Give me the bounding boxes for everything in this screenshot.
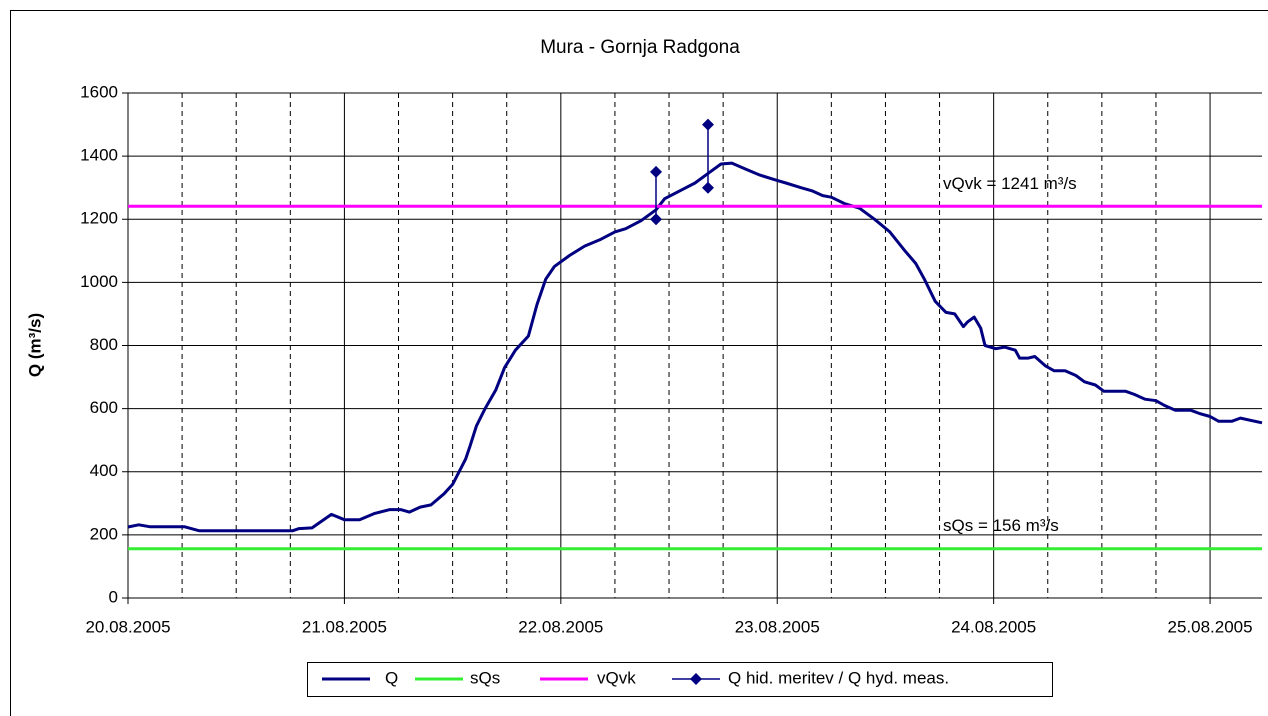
- y-tick-label: 800: [90, 335, 118, 354]
- series-line: [655, 124, 709, 220]
- x-tick-label: 22.08.2005: [518, 617, 603, 636]
- y-tick-label: 400: [90, 461, 118, 480]
- x-tick-label: 24.08.2005: [951, 617, 1036, 636]
- x-tick-label: 23.08.2005: [735, 617, 820, 636]
- chart-title: Mura - Gornja Radgona: [540, 37, 740, 58]
- legend-marker: [690, 673, 702, 685]
- x-tick-label: 25.08.2005: [1168, 617, 1253, 636]
- series-line: [127, 161, 1263, 533]
- legend-label: Q: [385, 668, 398, 687]
- y-tick-label: 1000: [80, 272, 118, 291]
- y-tick-label: 1400: [80, 146, 118, 165]
- data-point: [701, 181, 714, 194]
- data-point: [701, 118, 714, 131]
- annotation: vQvk = 1241 m³/s: [943, 174, 1077, 193]
- legend-label: vQvk: [597, 668, 636, 687]
- data-point: [650, 165, 663, 178]
- x-tick-label: 20.08.2005: [85, 617, 170, 636]
- y-tick-label: 1200: [80, 209, 118, 228]
- y-tick-label: 0: [109, 587, 118, 606]
- data-point: [650, 213, 663, 226]
- y-axis-label: Q (m³/s): [25, 313, 44, 377]
- x-tick-label: 21.08.2005: [302, 617, 387, 636]
- y-tick-label: 600: [90, 398, 118, 417]
- legend-label: sQs: [470, 668, 500, 687]
- annotation: sQs = 156 m³/s: [943, 516, 1059, 535]
- y-tick-label: 1600: [80, 82, 118, 101]
- y-tick-label: 200: [90, 524, 118, 543]
- legend-label: Q hid. meritev / Q hyd. meas.: [728, 668, 949, 687]
